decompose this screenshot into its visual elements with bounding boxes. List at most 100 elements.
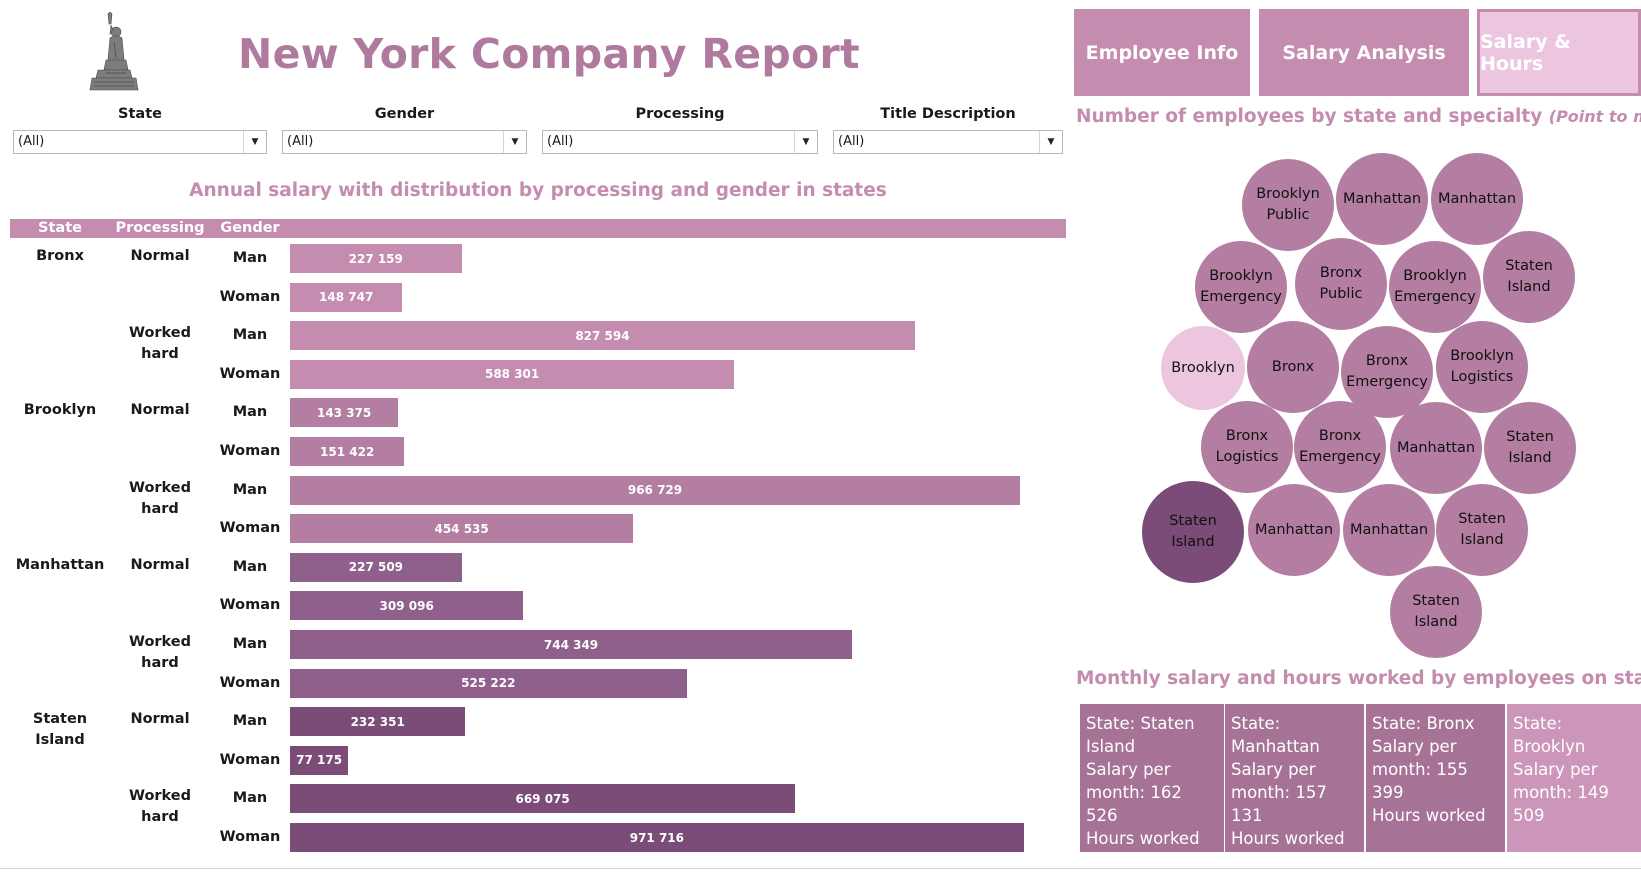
processing-label: Worked hard [128, 325, 192, 363]
dropdown-arrow-icon[interactable]: ▼ [794, 131, 817, 153]
monthly-card-hours-line: Hours worked [1086, 829, 1200, 848]
filter-processing-select[interactable]: (All) ▼ [542, 130, 818, 154]
monthly-card[interactable]: State: Brooklyn Salary per month: 149 509 [1507, 704, 1641, 852]
salary-bar-label: 827 594 [575, 328, 630, 343]
gender-label: Man [232, 636, 268, 652]
specialty-bubble[interactable]: Brooklyn Emergency [1195, 241, 1287, 333]
salary-bar-label: 525 222 [461, 676, 516, 691]
salary-bar[interactable]: 966 729 [290, 475, 1020, 505]
dropdown-arrow-icon[interactable]: ▼ [243, 131, 266, 153]
nav-label: Salary Analysis [1282, 41, 1446, 64]
filter-gender-value: (All) [287, 134, 314, 149]
specialty-bubble[interactable]: Manhattan [1248, 484, 1340, 576]
monthly-card[interactable]: State: Staten Island Salary per month: 16… [1080, 704, 1224, 852]
salary-bar[interactable]: 151 422 [290, 437, 405, 466]
specialty-bubble[interactable]: Staten Island [1390, 566, 1482, 658]
specialty-bubble-label: Bronx Logistics [1215, 428, 1279, 465]
statue-of-liberty-logo [89, 12, 139, 91]
specialty-bubble-label: Manhattan [1349, 521, 1429, 538]
salary-bar-label: 669 075 [515, 791, 570, 806]
salary-bar[interactable]: 744 349 [290, 630, 853, 659]
specialty-bubble[interactable]: Brooklyn [1161, 326, 1245, 410]
monthly-card-salary-line: Salary per month: 157 131 [1231, 760, 1327, 825]
salary-bar[interactable]: 971 716 [290, 823, 1024, 852]
gender-label: Woman [219, 365, 281, 382]
salary-bar-label: 588 301 [484, 367, 540, 382]
monthly-card[interactable]: State: Bronx Salary per month: 155 399 Hou… [1366, 704, 1505, 852]
processing-label: Normal [130, 402, 190, 419]
salary-bar[interactable]: 232 351 [290, 707, 466, 737]
salary-chart-title: Annual salary with distribution by proce… [189, 180, 887, 201]
specialty-bubble-label: Manhattan [1437, 190, 1517, 207]
gender-label: Man [232, 558, 268, 575]
specialty-bubble[interactable]: Bronx Emergency [1341, 326, 1433, 418]
processing-label: Worked hard [128, 788, 192, 826]
specialty-bubble[interactable]: Manhattan [1390, 402, 1482, 494]
gender-label: Man [232, 481, 268, 498]
specialty-bubble[interactable]: Bronx Emergency [1294, 401, 1386, 493]
specialty-bubble[interactable]: Staten Island [1142, 481, 1244, 583]
dropdown-arrow-icon[interactable]: ▼ [503, 131, 526, 153]
salary-bar[interactable]: 454 535 [290, 514, 634, 544]
report-title: New York Company Report [238, 30, 860, 78]
salary-bar[interactable]: 227 159 [290, 244, 462, 273]
filter-state-label: State [118, 106, 162, 122]
specialty-bubble[interactable]: Bronx [1247, 321, 1339, 413]
specialty-bubble[interactable]: Brooklyn Public [1242, 159, 1334, 251]
filter-state-value: (All) [18, 134, 45, 149]
specialty-bubble[interactable]: Brooklyn Logistics [1436, 321, 1528, 413]
salary-bar[interactable]: 827 594 [290, 321, 915, 351]
specialty-bubble[interactable]: Staten Island [1484, 402, 1576, 494]
nav-employee-info-button[interactable]: Employee Info [1074, 9, 1250, 96]
salary-bar[interactable]: 143 375 [290, 398, 399, 428]
specialty-bubble[interactable]: Bronx Public [1295, 238, 1387, 330]
monthly-card[interactable]: State: Manhattan Salary per month: 157 13… [1225, 704, 1364, 852]
specialty-bubble-label: Staten Island [1506, 429, 1554, 466]
salary-bar[interactable]: 309 096 [290, 591, 524, 621]
bubble-chart-hint: (Point to me) [1548, 107, 1641, 126]
gender-label: Man [232, 713, 268, 730]
salary-bar[interactable]: 148 747 [290, 282, 403, 312]
monthly-card-state-line: State: Manhattan [1231, 714, 1320, 756]
specialty-bubble[interactable]: Manhattan [1343, 484, 1435, 576]
processing-label: Normal [130, 556, 190, 573]
monthly-card-salary-line: Salary per month: 155 399 [1372, 737, 1468, 802]
filter-gender-select[interactable]: (All) ▼ [282, 130, 527, 154]
salary-bar[interactable]: 525 222 [290, 668, 687, 698]
salary-bar[interactable]: 588 301 [290, 359, 735, 389]
specialty-bubble-label: Manhattan [1342, 190, 1422, 207]
monthly-card-salary-line: Salary per month: 149 509 [1513, 760, 1609, 825]
specialty-bubble[interactable]: Staten Island [1436, 484, 1528, 576]
specialty-bubble[interactable]: Manhattan [1431, 153, 1523, 245]
specialty-bubble[interactable]: Manhattan [1336, 153, 1428, 245]
gender-label: Woman [219, 674, 281, 691]
filter-state-select[interactable]: (All) ▼ [13, 130, 267, 154]
nav-salary-analysis-button[interactable]: Salary Analysis [1259, 9, 1469, 96]
gender-label: Woman [219, 520, 281, 537]
bottom-divider [0, 868, 1641, 869]
salary-bar-label: 143 375 [316, 405, 372, 420]
filter-title-description-value: (All) [838, 134, 865, 149]
nav-salary-hours-button[interactable]: Salary & Hours [1477, 9, 1641, 96]
specialty-bubble[interactable]: Staten Island [1483, 231, 1575, 323]
salary-bar-label: 232 351 [350, 714, 405, 729]
specialty-bubble-label: Bronx Emergency [1346, 353, 1428, 390]
processing-label: Worked hard [128, 634, 192, 671]
gender-label: Woman [219, 751, 281, 768]
salary-bar-label: 227 509 [348, 560, 404, 575]
dropdown-arrow-icon[interactable]: ▼ [1039, 131, 1062, 153]
specialty-bubble-label: Staten Island [1412, 593, 1460, 630]
bubble-chart-title: Number of employees by state and special… [1076, 106, 1641, 127]
state-label: Manhattan [15, 556, 105, 573]
gender-label: Woman [219, 288, 281, 305]
salary-bar[interactable]: 77 175 [290, 745, 349, 775]
column-header-gender: Gender [220, 220, 280, 236]
salary-bar[interactable]: 669 075 [290, 784, 796, 814]
filter-title-description-select[interactable]: (All) ▼ [833, 130, 1063, 154]
specialty-bubble[interactable]: Bronx Logistics [1201, 401, 1293, 493]
salary-bar[interactable]: 227 509 [290, 552, 462, 582]
specialty-bubble[interactable]: Brooklyn Emergency [1389, 241, 1481, 333]
specialty-bubble-label: Bronx Public [1319, 265, 1363, 302]
gender-label: Man [232, 790, 268, 807]
salary-bar-label: 309 096 [379, 598, 434, 613]
